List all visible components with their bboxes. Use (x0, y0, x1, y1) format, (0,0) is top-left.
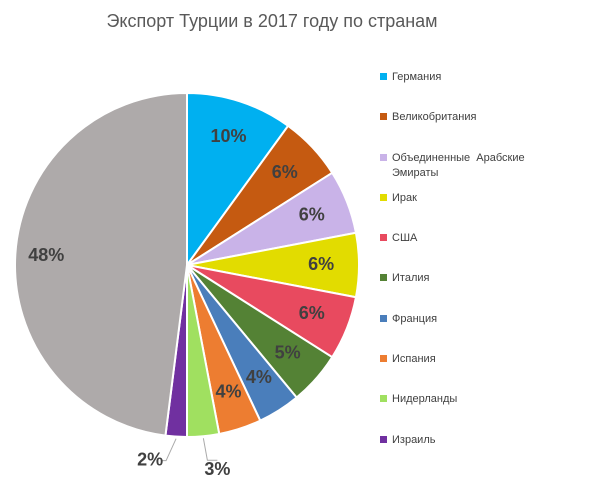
legend-label: Израиль (392, 433, 436, 446)
legend-swatch (380, 274, 387, 282)
data-label: 10% (210, 126, 246, 146)
data-label: 3% (204, 459, 230, 479)
pie-slice (186, 91, 290, 269)
legend-swatch (380, 153, 387, 161)
legend-item: США (378, 229, 548, 269)
legend-item: Италия (378, 269, 548, 309)
legend-label: Нидерланды (392, 393, 458, 406)
data-label: 6% (308, 254, 334, 274)
leader-line (162, 438, 177, 462)
legend-label: США (392, 232, 418, 245)
legend-label: Ирак (392, 191, 417, 204)
data-label: 6% (272, 162, 298, 182)
data-label: 4% (246, 367, 272, 387)
legend-label: Великобритания (392, 111, 477, 124)
legend-item: Объединенные Арабские Эмираты (378, 149, 548, 189)
legend: Германия Великобритания Объединенные Арабс… (378, 68, 548, 471)
legend-swatch (380, 355, 387, 363)
legend-item: Нидерланды (378, 390, 548, 430)
data-label: 5% (275, 342, 301, 362)
legend-swatch (380, 193, 387, 201)
legend-label: Испания (392, 353, 436, 366)
data-label: 6% (299, 204, 325, 224)
legend-item: Германия (378, 68, 548, 108)
pie-slice (13, 91, 188, 437)
legend-item: Великобритания (378, 108, 548, 148)
data-label: 6% (299, 303, 325, 323)
data-label: 4% (215, 381, 241, 401)
legend-item: Израиль (378, 431, 548, 471)
legend-swatch (380, 435, 387, 443)
legend-swatch (380, 395, 387, 403)
legend-swatch (380, 113, 387, 121)
legend-item: Испания (378, 350, 548, 390)
data-label: 48% (28, 245, 64, 265)
legend-label: Франция (392, 312, 438, 325)
leader-line (202, 438, 218, 461)
legend-item: Франция (378, 310, 548, 350)
legend-label: Объединенные Арабские Эмираты (392, 151, 528, 179)
legend-swatch (380, 73, 387, 80)
legend-swatch (380, 234, 387, 242)
data-label: 2% (137, 449, 163, 469)
legend-label: Германия (392, 71, 442, 83)
legend-item: Ирак (378, 189, 548, 229)
chart-title: Экспорт Турции в 2017 году по странам (106, 11, 437, 31)
legend-swatch (380, 314, 387, 322)
legend-label: Италия (392, 272, 430, 285)
